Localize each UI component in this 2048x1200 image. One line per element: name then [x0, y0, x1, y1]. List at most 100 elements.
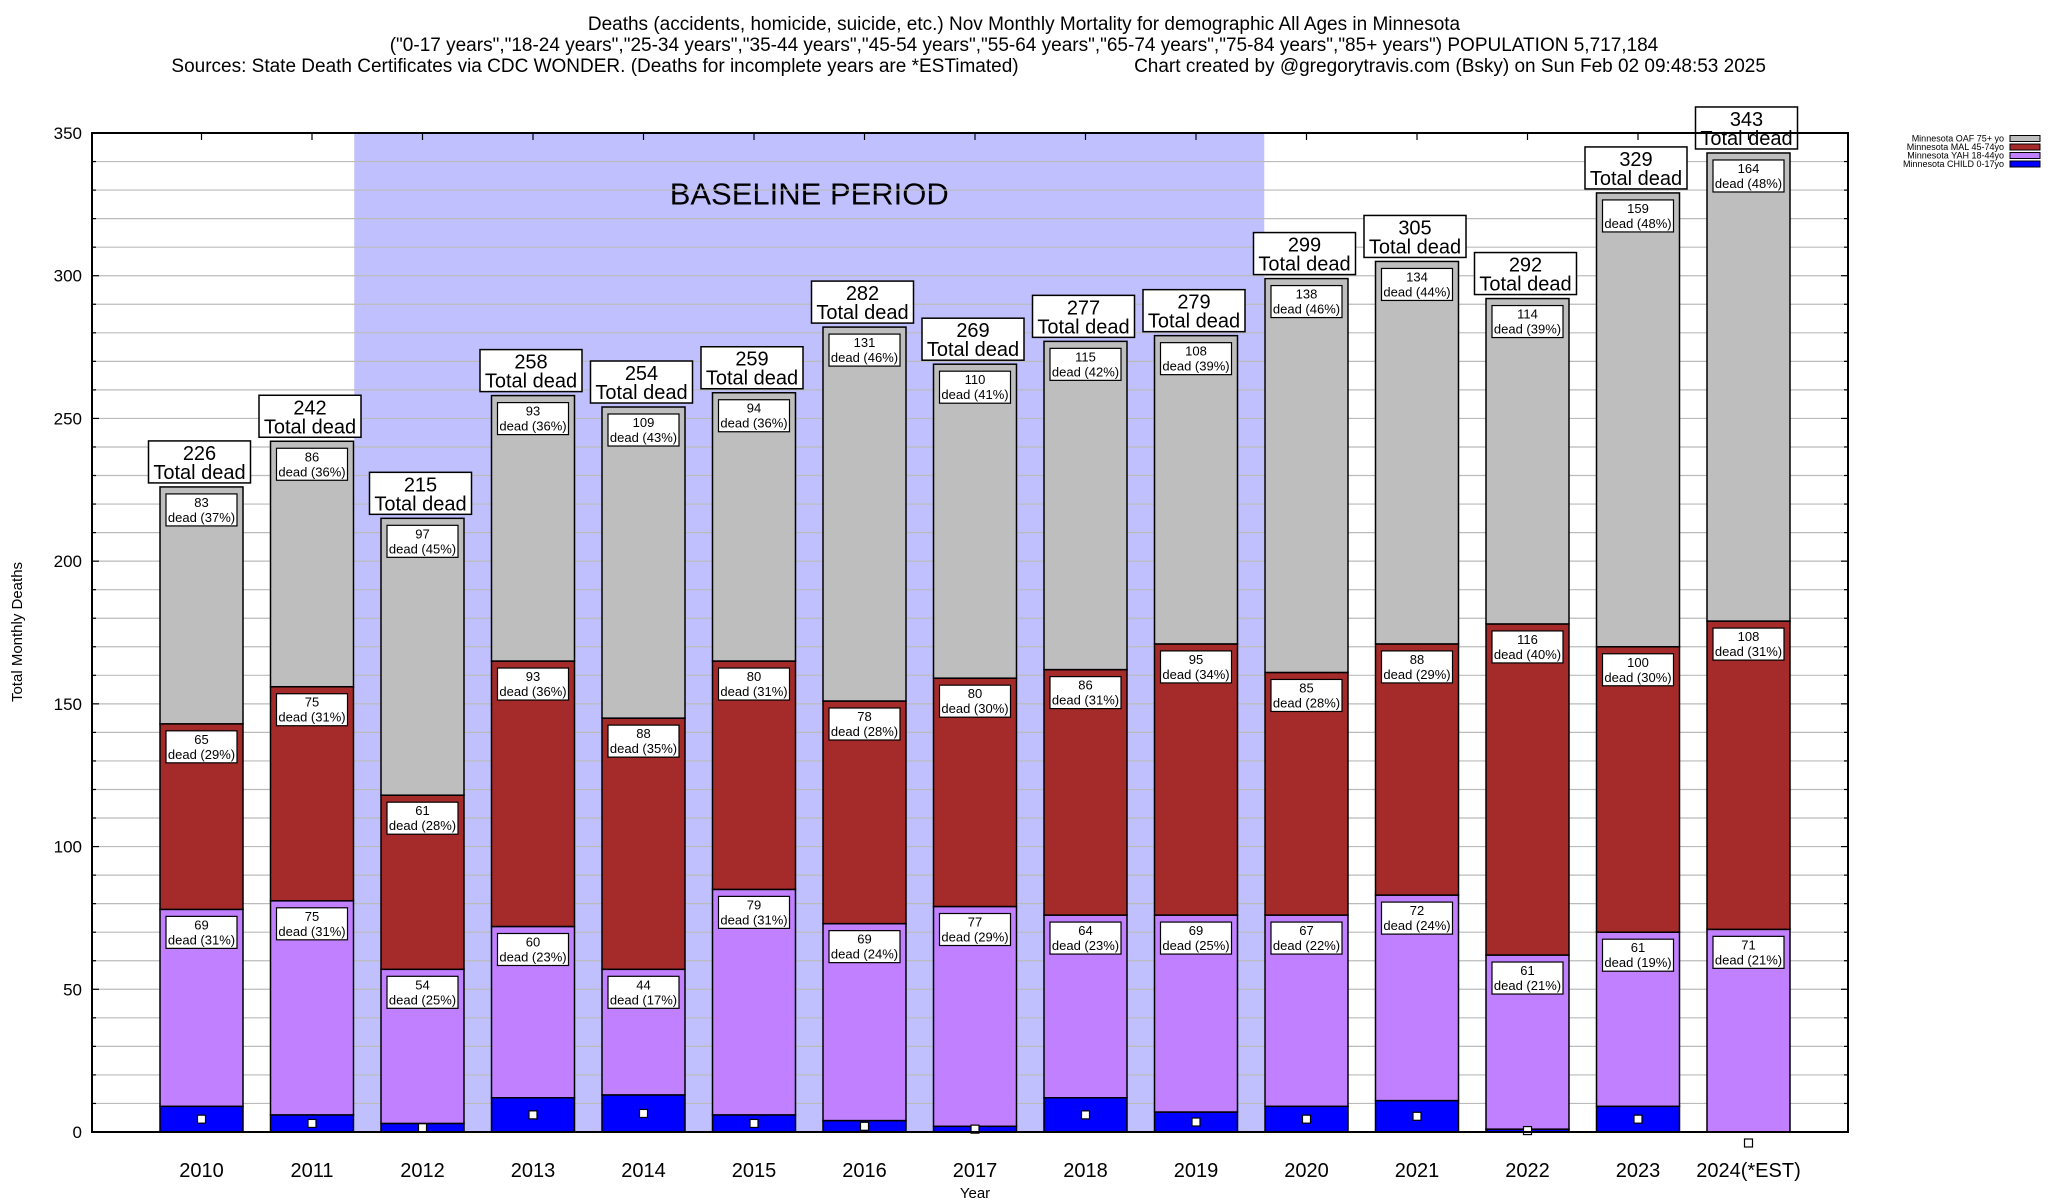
child-value-marker	[528, 1110, 538, 1120]
bar-segment	[1595, 646, 1681, 933]
x-tick-label: 2018	[1063, 1160, 1108, 1182]
x-tick-label: 2021	[1395, 1160, 1440, 1182]
segment-value-label: 85	[1299, 680, 1313, 695]
bar-segment	[1595, 192, 1681, 648]
bar-segment	[932, 363, 1018, 679]
segment-value-label: 108	[1738, 629, 1760, 644]
total-label-box	[589, 360, 694, 404]
plot-frame	[91, 132, 1849, 1133]
total-suffix-label: Total dead	[1590, 168, 1682, 190]
child-value-marker	[196, 1114, 207, 1124]
bar-segment	[601, 717, 686, 971]
segment-label-box	[1380, 650, 1454, 684]
segment-value-label: 61	[415, 803, 429, 818]
segment-value-label: 86	[305, 449, 319, 464]
segment-value-label: 93	[526, 669, 540, 684]
segment-label-box	[1049, 347, 1122, 381]
segment-percent-label: dead (44%)	[1383, 284, 1450, 299]
total-value-label: 215	[404, 474, 437, 496]
total-value-label: 282	[846, 283, 879, 305]
segment-percent-label: dead (30%)	[941, 701, 1008, 716]
total-label-box	[1363, 214, 1467, 259]
segment-label-box	[496, 932, 570, 967]
legend-label: Minnesota OAF 75+ yo	[1912, 134, 2004, 144]
segment-percent-label: dead (36%)	[720, 416, 787, 431]
total-value-label: 226	[183, 443, 216, 465]
x-tick-label: 2024(*EST)	[1696, 1160, 1801, 1182]
child-value-marker	[1633, 1114, 1643, 1124]
segment-percent-label: dead (46%)	[831, 350, 898, 365]
segment-value-label: 75	[305, 695, 319, 710]
segment-percent-label: dead (30%)	[1604, 670, 1671, 685]
x-tick-label: 2019	[1174, 1160, 1219, 1182]
bar-segment	[601, 406, 686, 719]
segment-label-box	[717, 667, 791, 701]
segment-value-label: 164	[1738, 161, 1760, 176]
total-label-box	[1031, 294, 1136, 339]
segment-percent-label: dead (40%)	[1494, 647, 1561, 662]
y-tick-label: 150	[54, 695, 82, 714]
bar-segment	[822, 326, 907, 702]
segment-percent-label: dead (31%)	[1052, 693, 1119, 708]
legend-label: Minnesota MAL 45-74yo	[1907, 142, 2004, 152]
segment-percent-label: dead (34%)	[1162, 667, 1229, 682]
segment-value-label: 80	[747, 669, 761, 684]
total-value-label: 254	[625, 363, 658, 385]
y-tick-label: 300	[54, 267, 82, 286]
total-suffix-label: Total dead	[264, 416, 356, 438]
segment-value-label: 67	[1299, 923, 1313, 938]
segment-percent-label: dead (39%)	[1162, 359, 1229, 374]
segment-label-box	[1491, 630, 1564, 664]
segment-value-label: 75	[305, 909, 319, 924]
segment-value-label: 61	[1520, 963, 1534, 978]
segment-value-label: 65	[194, 732, 208, 747]
legend-swatch	[2009, 143, 2041, 151]
segment-label-box	[1601, 938, 1675, 972]
child-value-marker	[1301, 1114, 1312, 1124]
segment-percent-label: dead (29%)	[1383, 667, 1450, 682]
y-tick-label: 100	[54, 838, 82, 857]
total-value-label: 279	[1177, 292, 1210, 314]
child-value-marker	[638, 1108, 649, 1119]
y-tick-label: 50	[63, 980, 82, 999]
total-label-box	[147, 440, 252, 484]
bar-segment	[490, 660, 576, 928]
segment-label-box	[496, 401, 570, 436]
child-value-marker	[749, 1118, 759, 1129]
segment-percent-label: dead (22%)	[1273, 938, 1340, 953]
segment-percent-label: dead (31%)	[278, 710, 345, 725]
segment-percent-label: dead (31%)	[720, 912, 787, 927]
segment-percent-label: dead (36%)	[278, 464, 345, 479]
segment-value-label: 83	[194, 495, 208, 510]
segment-percent-label: dead (28%)	[389, 818, 456, 833]
x-tick-label: 2011	[290, 1160, 333, 1182]
x-tick-label: 2010	[179, 1160, 224, 1182]
segment-value-label: 79	[747, 897, 761, 912]
total-value-label: 292	[1509, 255, 1542, 277]
x-tick-label: 2022	[1505, 1160, 1550, 1182]
bar-segment	[1264, 671, 1349, 916]
segment-value-label: 86	[1078, 678, 1092, 693]
y-tick-label: 0	[73, 1123, 82, 1142]
total-value-label: 299	[1288, 235, 1321, 257]
segment-value-label: 78	[857, 709, 871, 724]
total-label-box	[700, 345, 804, 390]
chart-title-line2: ("0-17 years","18-24 years","25-34 years…	[390, 35, 1659, 56]
total-value-label: 269	[956, 320, 989, 342]
segment-value-label: 69	[1189, 923, 1203, 938]
x-tick-label: 2013	[511, 1160, 556, 1182]
segment-label-box	[607, 413, 680, 447]
total-value-label: 258	[514, 352, 547, 374]
total-suffix-label: Total dead	[595, 382, 687, 404]
segment-label-box	[938, 370, 1012, 404]
segment-percent-label: dead (29%)	[941, 930, 1008, 945]
total-label-box	[921, 317, 1025, 361]
bar-segment	[1485, 623, 1570, 956]
segment-percent-label: dead (48%)	[1604, 216, 1671, 231]
segment-percent-label: dead (36%)	[499, 684, 566, 699]
total-suffix-label: Total dead	[153, 462, 245, 484]
total-label-box	[368, 471, 473, 516]
segment-label-box	[607, 975, 680, 1009]
bar-segment	[1043, 340, 1128, 671]
segment-percent-label: dead (23%)	[1052, 938, 1119, 953]
